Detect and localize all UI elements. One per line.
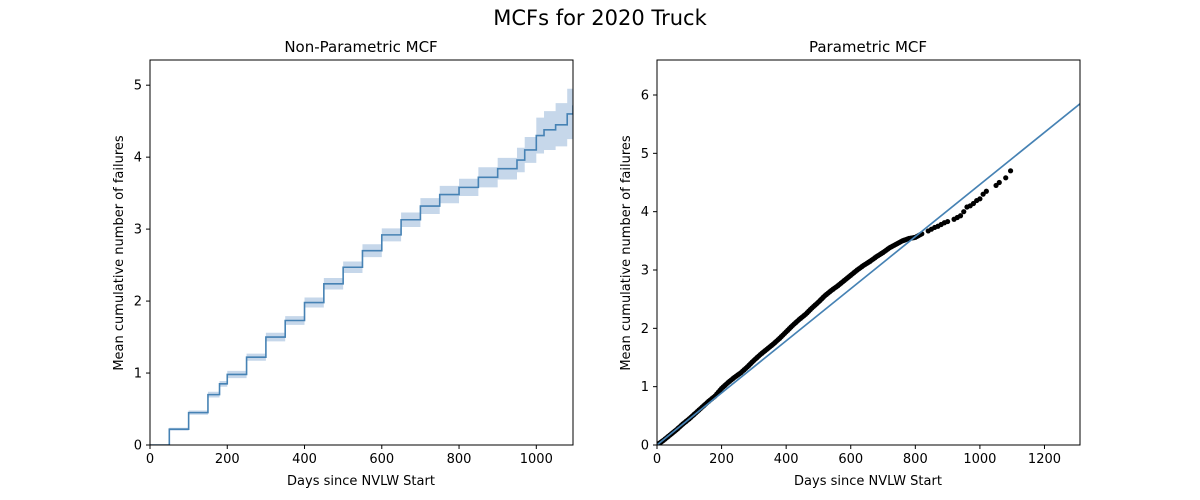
mcf-data-point <box>814 300 820 307</box>
mcf-data-point <box>996 179 1002 186</box>
mcf-data-point <box>717 387 723 393</box>
y-tick-label: 6 <box>641 89 649 104</box>
y-tick-label: 2 <box>641 322 649 337</box>
mcf-step-line <box>150 105 573 445</box>
non-parametric-mcf-panel: Non-Parametric MCF Days since NVLW Start… <box>112 38 574 489</box>
y-tick-label: 4 <box>134 151 142 166</box>
x-tick-label: 600 <box>369 452 394 467</box>
y-tick-label: 3 <box>134 223 142 238</box>
mcf-data-point <box>1007 168 1014 174</box>
mcf-data-point <box>749 359 755 365</box>
x-tick-label: 400 <box>774 452 799 467</box>
y-tick-label: 1 <box>134 367 142 382</box>
x-tick-label: 400 <box>292 452 317 467</box>
y-tick-label: 0 <box>134 439 142 454</box>
non-parametric-y-axis-label: Mean cumulative number of failures <box>112 135 127 371</box>
x-tick-label: 0 <box>146 452 154 467</box>
y-tick-label: 3 <box>641 264 649 279</box>
mcf-data-point <box>743 365 749 371</box>
x-tick-label: 200 <box>215 452 240 467</box>
non-parametric-x-axis-label: Days since NVLW Start <box>287 474 435 489</box>
mcf-data-point <box>775 337 781 343</box>
x-tick-label: 800 <box>447 452 472 467</box>
mcf-data-point <box>983 188 989 194</box>
x-tick-label: 0 <box>653 452 661 467</box>
x-tick-label: 1200 <box>1028 452 1061 467</box>
x-tick-label: 600 <box>838 452 863 467</box>
mcf-data-point <box>961 209 967 215</box>
y-tick-label: 2 <box>134 295 142 310</box>
x-tick-label: 800 <box>903 452 928 467</box>
axes-frame <box>149 59 574 446</box>
y-tick-label: 5 <box>134 79 142 94</box>
plot-area <box>657 103 1080 445</box>
mcf-data-point <box>1003 175 1009 181</box>
confidence-band <box>150 79 573 445</box>
y-tick-label: 0 <box>641 439 649 454</box>
parametric-fit-line <box>657 103 1080 445</box>
mcf-data-point <box>957 213 964 219</box>
x-tick-label: 1000 <box>520 452 553 467</box>
mcf-data-point <box>807 306 813 313</box>
axes-frame <box>656 59 1081 446</box>
mcf-data-point <box>977 196 983 202</box>
mcf-data-point <box>781 330 788 337</box>
x-tick-label: 200 <box>709 452 734 467</box>
parametric-y-axis-label: Mean cumulative number of failures <box>619 135 634 371</box>
y-tick-label: 4 <box>641 205 649 220</box>
plot-area <box>150 79 573 445</box>
mcf-data-point <box>945 218 951 225</box>
non-parametric-mcf-title: Non-Parametric MCF <box>284 38 437 56</box>
y-tick-label: 1 <box>641 380 649 395</box>
parametric-mcf-panel: Parametric MCF Days since NVLW Start Mea… <box>619 38 1081 489</box>
y-tick-label: 5 <box>641 147 649 162</box>
x-tick-label: 1000 <box>963 452 996 467</box>
mcf-data-point <box>788 324 794 330</box>
parametric-mcf-title: Parametric MCF <box>809 38 927 56</box>
parametric-x-axis-label: Days since NVLW Start <box>794 474 942 489</box>
figure-title: MCFs for 2020 Truck <box>493 6 707 30</box>
